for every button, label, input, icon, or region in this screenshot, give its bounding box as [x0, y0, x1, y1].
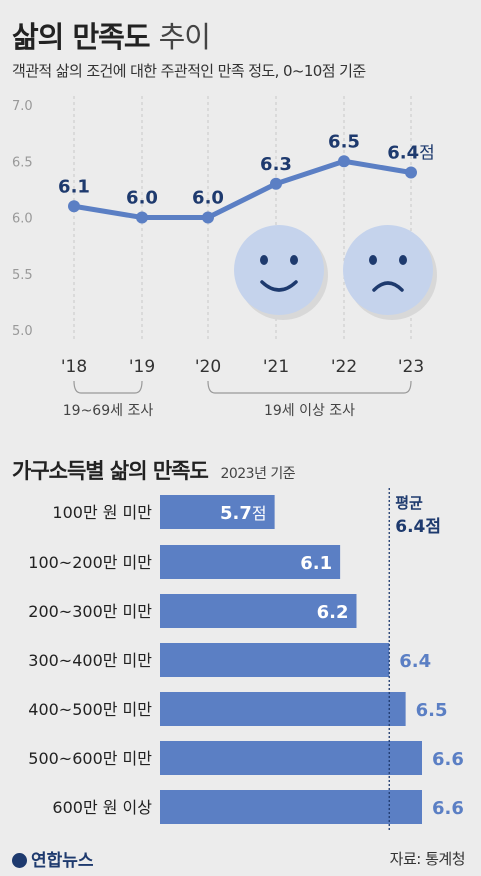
- smiley-face-icon-mouth: [260, 280, 298, 292]
- sad-face-icon-eye: [399, 255, 407, 265]
- bar-value-label: 5.7점: [220, 503, 267, 524]
- bar: [160, 545, 341, 579]
- bar-category-label: 100~200만 미만: [28, 553, 152, 572]
- group-bracket: [73, 380, 143, 394]
- yonhap-logo-icon: 연합뉴스: [12, 846, 94, 871]
- bar-category-label: 500~600만 미만: [28, 749, 152, 768]
- page-subtitle: 객관적 삶의 조건에 대한 주관적인 만족 정도, 0~10점 기준: [12, 62, 366, 80]
- bar: [160, 495, 275, 529]
- group-label: 19세 이상 조사: [264, 403, 355, 419]
- data-label: 6.1: [58, 176, 90, 197]
- y-tick-label: 6.0: [12, 212, 33, 227]
- bar-value-label: 6.6: [432, 749, 464, 770]
- data-point: [68, 200, 80, 213]
- data-label: 6.3: [260, 154, 292, 175]
- data-point: [405, 166, 417, 179]
- data-point: [136, 211, 148, 224]
- x-tick-label: '22: [331, 357, 357, 377]
- y-tick-label: 5.0: [12, 324, 33, 339]
- bar-category-label: 300~400만 미만: [28, 651, 152, 670]
- x-tick-label: '23: [398, 357, 424, 377]
- sad-face-icon: [343, 225, 433, 315]
- average-value-label: 6.4점: [395, 517, 441, 537]
- data-label: 6.0: [192, 188, 224, 209]
- bar: [160, 692, 406, 726]
- bar-value-label: 6.1: [300, 553, 332, 574]
- y-tick-label: 7.0: [12, 99, 33, 114]
- bar: [160, 594, 357, 628]
- data-point: [270, 177, 282, 190]
- bar: [160, 643, 390, 677]
- y-tick-label: 6.5: [12, 155, 33, 170]
- x-tick-label: '19: [129, 357, 155, 377]
- bar: [160, 741, 422, 775]
- x-tick-label: '18: [61, 357, 87, 377]
- bar-category-label: 100만 원 미만: [52, 503, 152, 522]
- data-label: 6.5: [328, 131, 360, 152]
- source-note: 자료: 통계청: [389, 850, 466, 868]
- bar-value-label: 6.4: [399, 651, 431, 672]
- x-tick-label: '20: [195, 357, 221, 377]
- average-label: 평균: [395, 494, 423, 512]
- group-bracket: [207, 380, 412, 394]
- sad-face-icon-mouth: [372, 281, 404, 292]
- bar-value-label: 6.5: [416, 700, 448, 721]
- data-point: [202, 211, 214, 224]
- smiley-face-icon: [234, 225, 324, 315]
- smiley-face-icon-eye: [290, 255, 298, 265]
- bar-chart-year: 2023년 기준: [220, 466, 296, 482]
- bar-chart-title: 가구소득별 삶의 만족도 2023년 기준: [12, 459, 296, 483]
- series-line: [73, 158, 412, 220]
- bar-category-label: 400~500만 미만: [28, 700, 152, 719]
- data-point: [338, 155, 350, 168]
- bar: [160, 790, 422, 824]
- data-label: 6.4점: [387, 143, 435, 164]
- sad-face-icon-eye: [369, 255, 377, 265]
- page-title-light: 추이: [158, 20, 211, 54]
- smiley-face-icon-eye: [260, 255, 268, 265]
- bar-category-label: 600만 원 이상: [52, 798, 152, 817]
- bar-value-label: 6.6: [432, 798, 464, 819]
- bar-category-label: 200~300만 미만: [28, 602, 152, 621]
- page-title: 삶의 만족도 추이: [12, 20, 211, 54]
- x-tick-label: '21: [263, 357, 289, 377]
- data-label: 6.0: [126, 188, 158, 209]
- group-label: 19~69세 조사: [63, 403, 154, 419]
- y-tick-label: 5.5: [12, 268, 33, 283]
- bar-value-label: 6.2: [317, 602, 349, 623]
